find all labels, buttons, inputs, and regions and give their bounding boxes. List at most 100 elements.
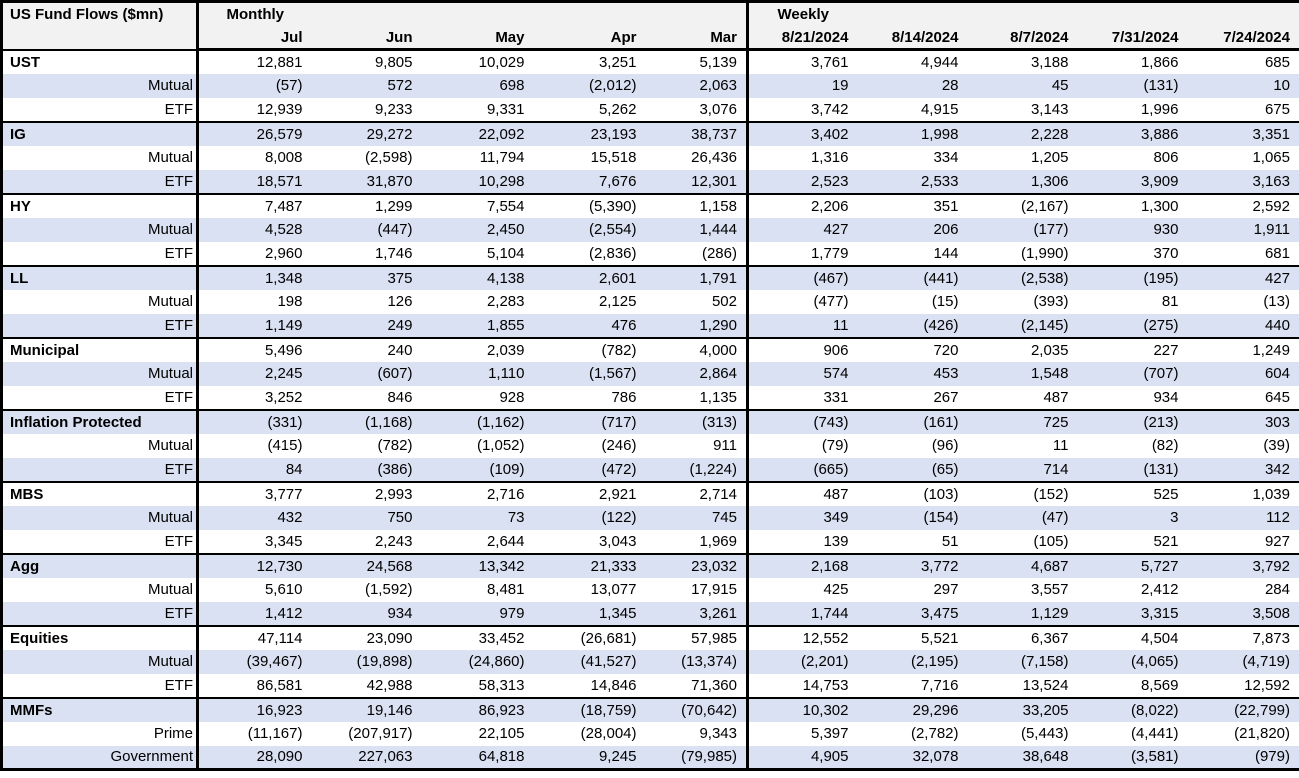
table-cell-monthly: 57,985 bbox=[645, 624, 749, 650]
row-label-group: MMFs bbox=[1, 696, 199, 722]
table-cell-weekly: (47) bbox=[967, 505, 1078, 530]
table-cell-weekly: (22,799) bbox=[1187, 696, 1299, 722]
table-cell-weekly: 487 bbox=[1043, 388, 1069, 406]
table-cell-weekly: 19 bbox=[747, 73, 858, 98]
table-cell-weekly: 32,078 bbox=[857, 745, 968, 770]
table-cell-monthly: 1,299 bbox=[311, 192, 422, 218]
table-cell-monthly: 5,104 bbox=[486, 244, 525, 262]
table-cell-weekly: (13) bbox=[1263, 293, 1290, 310]
table-cell-monthly: 7,554 bbox=[421, 192, 534, 218]
table-cell-monthly: 86,581 bbox=[256, 676, 303, 694]
table-cell-weekly: 3,792 bbox=[1187, 552, 1299, 578]
column-header-apr: Apr bbox=[533, 26, 646, 51]
table-cell-monthly: (109) bbox=[421, 457, 534, 482]
table-cell-monthly: (1,168) bbox=[311, 408, 422, 434]
table-cell-monthly: 8,008 bbox=[264, 149, 303, 166]
table-cell-weekly: 1,039 bbox=[1187, 480, 1299, 506]
table-cell-weekly: 342 bbox=[1187, 457, 1299, 482]
table-cell-weekly: 525 bbox=[1077, 480, 1188, 506]
table-cell-weekly: (131) bbox=[1077, 73, 1188, 98]
table-cell-weekly: 2,523 bbox=[747, 169, 858, 194]
table-cell-weekly: (15) bbox=[931, 293, 959, 310]
table-cell-monthly: 24,568 bbox=[311, 552, 422, 578]
table-cell-monthly: 31,870 bbox=[311, 169, 422, 194]
row-label-group: MBS bbox=[1, 480, 199, 506]
table-cell-weekly: 7,873 bbox=[1187, 624, 1299, 650]
table-cell-weekly: 906 bbox=[747, 336, 858, 362]
table-cell-monthly: 33,452 bbox=[421, 624, 534, 650]
table-cell-monthly: (2,554) bbox=[533, 217, 646, 242]
table-row: ETF 2,960 1,746 5,104 (2,836) (286) 1,779 144 (1… bbox=[1, 241, 1299, 266]
table-cell-monthly: (1,162) bbox=[421, 408, 534, 434]
table-cell-weekly: 1,996 bbox=[1140, 100, 1179, 118]
row-label-sub: Mutual bbox=[1, 649, 199, 674]
table-cell-weekly: 574 bbox=[747, 361, 858, 386]
table-cell-monthly: 23,193 bbox=[533, 120, 646, 146]
table-cell-weekly: 3,315 bbox=[1077, 601, 1188, 626]
table-cell-weekly: (4,719) bbox=[1187, 649, 1299, 674]
row-label-sub: Mutual bbox=[1, 433, 199, 458]
table-cell-weekly: (161) bbox=[857, 408, 968, 434]
table-cell-monthly: 22,105 bbox=[478, 725, 525, 742]
table-cell-monthly: (2,598) bbox=[364, 149, 413, 166]
table-cell-monthly: 1,746 bbox=[374, 244, 413, 262]
table-row: ETF 84 (386) (109) (472) (1,224) (665) (65) 714(… bbox=[1, 457, 1299, 482]
table-cell-weekly: 206 bbox=[857, 217, 968, 242]
table-cell-monthly: 476 bbox=[533, 313, 646, 338]
table-cell-monthly: 2,716 bbox=[421, 480, 534, 506]
table-cell-weekly: 427 bbox=[1187, 264, 1299, 290]
table-cell-monthly: 28,090 bbox=[197, 745, 312, 770]
table-cell-weekly: 370 bbox=[1153, 244, 1179, 262]
table-cell-weekly: (39) bbox=[1263, 437, 1290, 454]
table-cell-weekly: 3,772 bbox=[857, 552, 968, 578]
table-cell-monthly: 9,343 bbox=[645, 721, 749, 746]
table-cell-weekly: 1,998 bbox=[857, 120, 968, 146]
row-label-sub: Mutual bbox=[1, 289, 199, 314]
row-label-sub: Government bbox=[1, 745, 199, 770]
table-cell-weekly: (8,022) bbox=[1077, 696, 1188, 722]
table-cell-monthly: 3,043 bbox=[598, 532, 637, 550]
table-cell-monthly: 1,444 bbox=[645, 217, 749, 242]
table-cell-weekly: 10,302 bbox=[747, 696, 858, 722]
table-cell-weekly: (275) bbox=[1077, 313, 1188, 338]
table-cell-weekly: 1,866 bbox=[1077, 48, 1188, 74]
table-cell-monthly: 2,993 bbox=[311, 480, 422, 506]
table-cell-weekly: 29,296 bbox=[857, 696, 968, 722]
table-cell-monthly: 13,077 bbox=[590, 581, 637, 598]
table-cell-weekly: (665) bbox=[747, 457, 858, 482]
table-cell-monthly: 979 bbox=[421, 601, 534, 626]
table-cell-weekly: (79) bbox=[821, 437, 849, 454]
row-label-group: Inflation Protected bbox=[1, 408, 199, 434]
table-cell-weekly: 425 bbox=[823, 581, 849, 598]
table-cell-monthly: 26,579 bbox=[197, 120, 312, 146]
table-cell-weekly: 3,351 bbox=[1187, 120, 1299, 146]
row-label-group: Agg bbox=[1, 552, 199, 578]
table-cell-weekly: 4,687 bbox=[967, 552, 1078, 578]
table-cell-weekly: 7,716 bbox=[920, 676, 959, 694]
table-cell-monthly: (207,917) bbox=[348, 725, 413, 742]
table-cell-weekly: (177) bbox=[967, 217, 1078, 242]
table-cell-monthly: 11,794 bbox=[479, 149, 525, 166]
table-cell-weekly: 453 bbox=[857, 361, 968, 386]
table-cell-weekly: (426) bbox=[857, 313, 968, 338]
column-header-week-5: 7/24/2024 bbox=[1187, 26, 1299, 51]
table-cell-monthly: 745 bbox=[645, 505, 749, 530]
table-cell-monthly: 5,139 bbox=[645, 48, 749, 74]
table-cell-weekly: 331 bbox=[823, 388, 849, 406]
row-label-sub: Mutual bbox=[1, 73, 199, 98]
table-row: Mutual (57) 572 698 (2,012) 2,063 19 28 45 (131) 1… bbox=[1, 73, 1299, 98]
table-row: Mutual 198 126 2,283 2,125 502 (477) (15) (393) 8… bbox=[1, 289, 1299, 314]
table-row: ETF 3,252 846 928 786 1,135 331 267 487 934 645 bbox=[1, 385, 1299, 410]
table-cell-weekly: 4,905 bbox=[747, 745, 858, 770]
table-cell-weekly: (213) bbox=[1077, 408, 1188, 434]
table-cell-monthly: (472) bbox=[533, 457, 646, 482]
table-cell-weekly: 3,761 bbox=[747, 48, 858, 74]
table-cell-weekly: 11 bbox=[1052, 437, 1069, 454]
table-cell-weekly: 930 bbox=[1077, 217, 1188, 242]
table-cell-weekly: (743) bbox=[747, 408, 858, 434]
table-cell-weekly: 12,592 bbox=[1244, 676, 1290, 694]
table-cell-monthly: 12,301 bbox=[645, 169, 749, 194]
row-label-sub: Mutual bbox=[1, 361, 199, 386]
table-cell-weekly: 4,915 bbox=[920, 100, 959, 118]
table-cell-weekly: 12,552 bbox=[747, 624, 858, 650]
